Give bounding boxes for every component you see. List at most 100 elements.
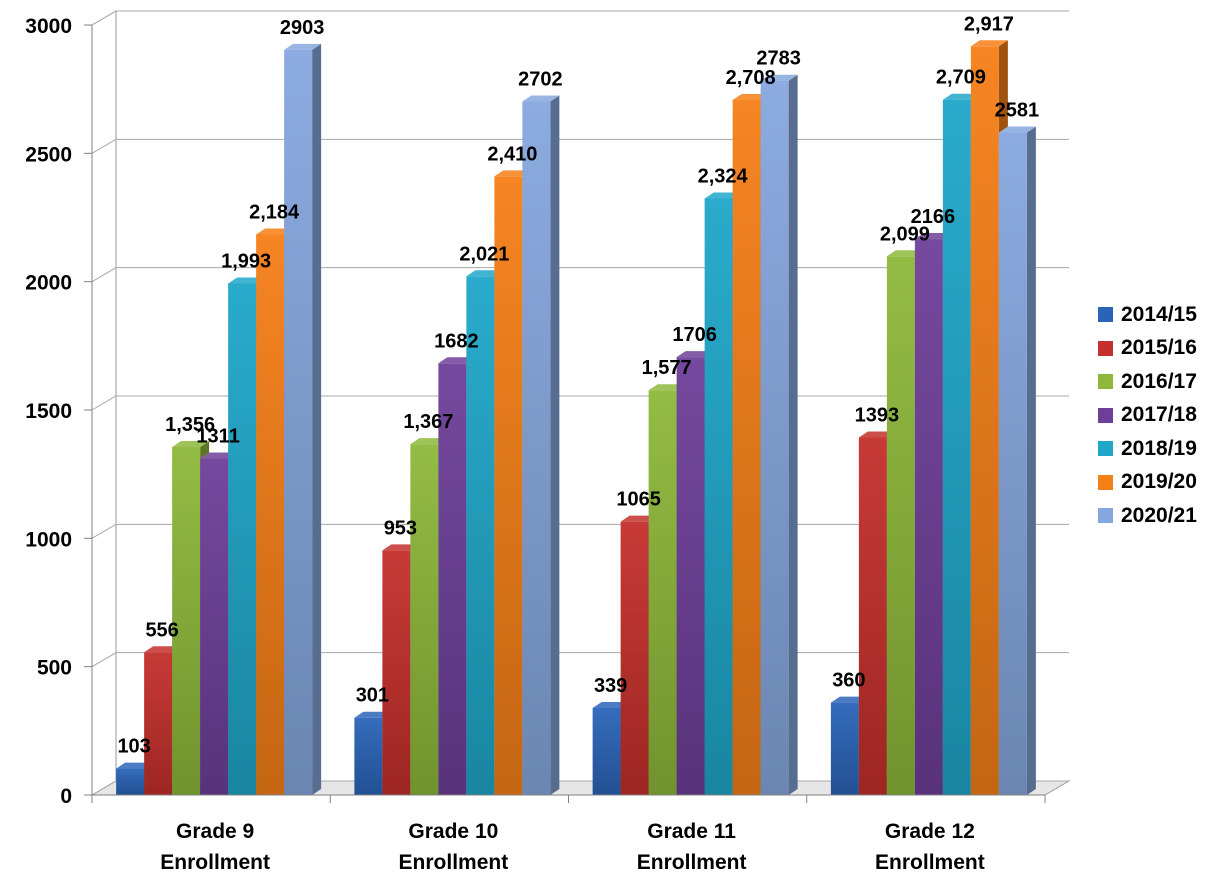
bar-top xyxy=(760,74,798,81)
bar-2020-21-cat-2 xyxy=(522,95,560,795)
data-label: 1682 xyxy=(434,330,479,352)
bar-front xyxy=(494,176,523,795)
data-label: 360 xyxy=(832,670,865,692)
bar-top xyxy=(942,93,980,100)
bar-top xyxy=(466,270,504,277)
bar-top xyxy=(172,440,210,447)
bar-top xyxy=(998,126,1036,133)
bar-front xyxy=(116,768,145,795)
bar-top xyxy=(732,93,770,100)
legend-item: 2016/17 xyxy=(1098,365,1197,399)
y-tick-label: 0 xyxy=(60,785,72,808)
data-label: 1,993 xyxy=(221,250,271,272)
bar-top xyxy=(886,250,924,257)
legend-swatch xyxy=(1098,407,1113,423)
bar-front xyxy=(704,198,733,796)
bar-front xyxy=(830,702,859,795)
bar-front xyxy=(410,444,439,795)
bar-top xyxy=(830,696,868,703)
bar-front xyxy=(620,521,649,795)
bar-front xyxy=(466,276,495,795)
bar-2020-21-cat-4 xyxy=(998,126,1036,795)
data-label: 2702 xyxy=(518,68,563,90)
bar-front xyxy=(256,234,285,795)
bar-top xyxy=(676,351,714,358)
x-category-label: Grade 9 Enrollment xyxy=(160,820,270,874)
bar-top xyxy=(592,701,630,708)
legend-label: 2015/16 xyxy=(1121,336,1197,360)
bar-front xyxy=(284,49,313,795)
x-category-label: Grade 11 Enrollment xyxy=(637,820,747,874)
bar-top xyxy=(116,762,154,769)
bar-front xyxy=(522,101,551,795)
bar-top xyxy=(410,438,448,445)
bar-top xyxy=(494,170,532,177)
y-axis: 0 500 1000 1500 2000 2500 3000 xyxy=(25,15,93,808)
x-category-label: Grade 12 Enrollment xyxy=(875,820,985,874)
y-tick-label: 1500 xyxy=(25,400,72,423)
legend-swatch xyxy=(1098,340,1113,356)
data-label: 2166 xyxy=(911,206,956,228)
data-label: 1,356 xyxy=(165,414,215,436)
bar-front xyxy=(354,717,383,795)
data-label: 103 xyxy=(117,736,150,758)
x-category-label: Grade 10 Enrollment xyxy=(399,820,509,874)
legend-label: 2016/17 xyxy=(1121,369,1197,393)
legend-swatch xyxy=(1098,441,1113,457)
bar-front xyxy=(914,239,943,795)
bar-top xyxy=(648,384,686,391)
bar-side xyxy=(1026,126,1036,795)
legend-item: 2015/16 xyxy=(1098,332,1197,366)
y-tick-label: 500 xyxy=(37,657,72,680)
legend-swatch xyxy=(1098,508,1113,524)
bar-side xyxy=(550,95,560,795)
bar-front xyxy=(732,99,761,796)
bar-top xyxy=(144,646,182,653)
legend-label: 2019/20 xyxy=(1121,470,1197,494)
bar-front xyxy=(970,46,999,795)
data-label: 2,184 xyxy=(249,201,300,223)
bar-front xyxy=(676,357,705,795)
bar-front xyxy=(858,437,887,795)
bars xyxy=(116,40,1036,796)
data-label: 953 xyxy=(384,517,417,539)
bar-front xyxy=(942,99,971,795)
data-label: 1,577 xyxy=(642,357,692,379)
legend-swatch xyxy=(1098,374,1113,390)
legend-label: 2018/19 xyxy=(1121,436,1197,460)
data-label: 1311 xyxy=(196,426,239,448)
legend-item: 2020/21 xyxy=(1098,499,1197,533)
bar-front xyxy=(144,652,173,795)
bar-front xyxy=(592,707,621,795)
data-label: 2,021 xyxy=(459,243,509,265)
bar-top xyxy=(256,228,294,235)
x-axis: Grade 9 Enrollment Grade 10 Enrollment Grade… xyxy=(91,794,1046,874)
data-label: 301 xyxy=(356,685,389,707)
bar-top xyxy=(354,711,392,718)
legend: 2014/15 2015/16 2016/17 2017/18 2018/19 2019/… xyxy=(1098,298,1197,533)
bar-top xyxy=(970,40,1008,47)
data-label: 2,324 xyxy=(698,166,749,188)
legend-swatch xyxy=(1098,474,1113,490)
data-label: 1706 xyxy=(672,324,717,346)
data-label: 2,917 xyxy=(964,13,1014,35)
data-label: 2,709 xyxy=(936,67,986,89)
legend-item: 2019/20 xyxy=(1098,466,1197,500)
bar-front xyxy=(382,550,411,795)
y-tick-label: 2000 xyxy=(25,272,72,295)
y-tick-label: 1000 xyxy=(25,528,72,551)
bar-top xyxy=(284,43,322,50)
bar-front xyxy=(886,256,915,795)
legend-label: 2017/18 xyxy=(1121,403,1197,427)
legend-label: 2014/15 xyxy=(1121,302,1197,326)
bar-front xyxy=(228,283,257,795)
data-label: 1,367 xyxy=(403,411,453,433)
data-label: 1393 xyxy=(855,404,900,426)
bar-top xyxy=(200,452,238,459)
gridline xyxy=(91,138,1069,154)
gridline xyxy=(91,10,1069,26)
data-label: 556 xyxy=(145,619,178,641)
legend-item: 2018/19 xyxy=(1098,432,1197,466)
data-label: 2,708 xyxy=(726,67,776,89)
